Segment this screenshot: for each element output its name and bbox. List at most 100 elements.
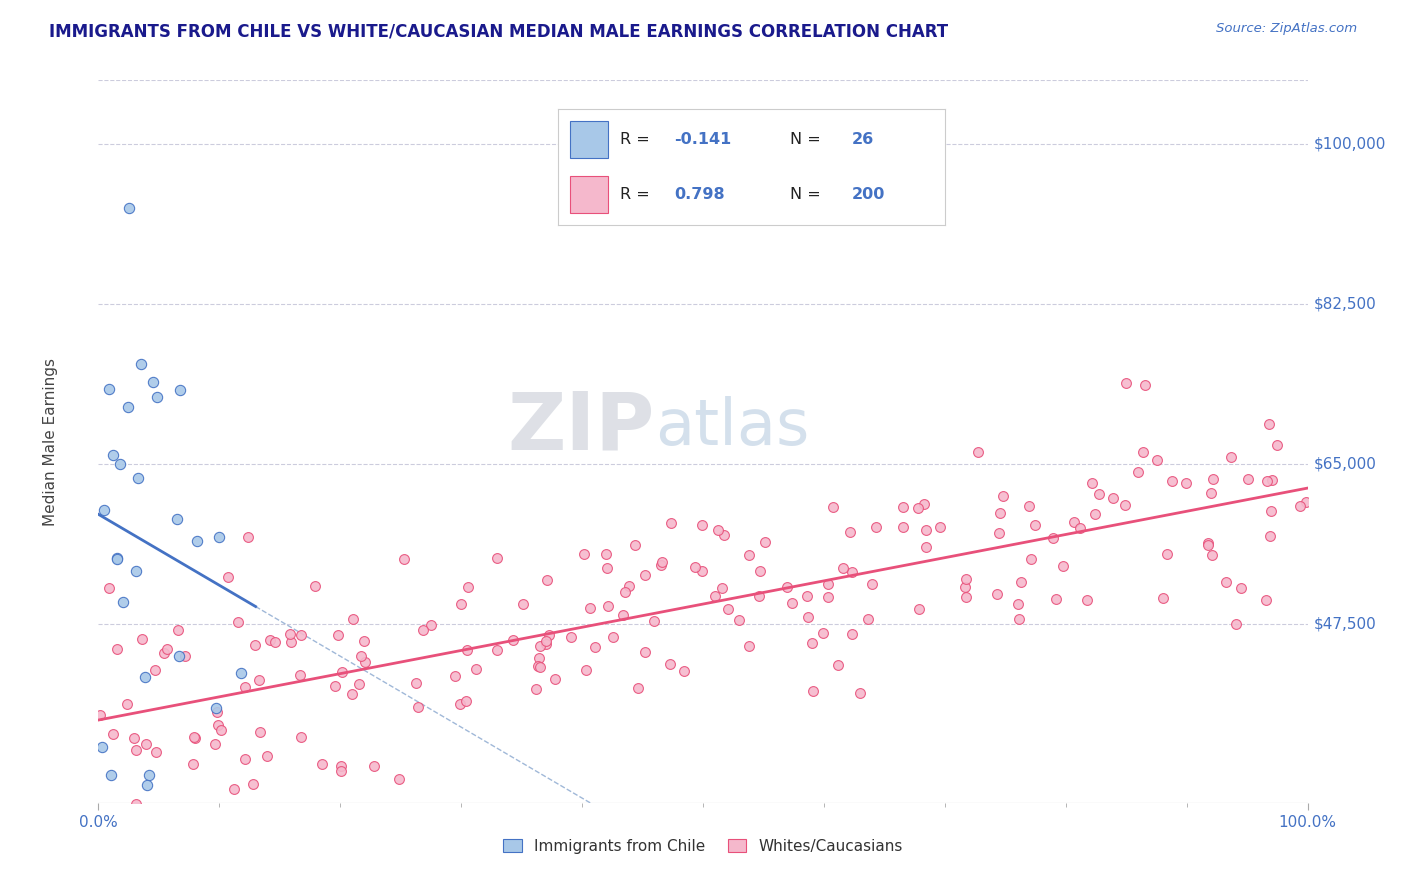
Point bbox=[1202, 472, 1225, 486]
Point bbox=[955, 573, 977, 587]
Point bbox=[967, 445, 990, 459]
Point bbox=[350, 649, 373, 664]
Point bbox=[444, 669, 467, 683]
Point bbox=[1076, 593, 1098, 607]
Point bbox=[1289, 499, 1312, 513]
Text: $82,500: $82,500 bbox=[1313, 297, 1376, 312]
Point bbox=[624, 538, 647, 552]
Point bbox=[98, 581, 121, 595]
Point bbox=[738, 548, 761, 562]
Point bbox=[127, 471, 149, 485]
Point bbox=[222, 781, 245, 796]
Point bbox=[486, 643, 509, 657]
Point bbox=[634, 645, 657, 659]
Point bbox=[1258, 417, 1281, 432]
Point bbox=[486, 551, 509, 566]
Point bbox=[1201, 548, 1223, 562]
Point bbox=[1197, 538, 1219, 552]
Point bbox=[1042, 531, 1064, 545]
Point bbox=[1199, 485, 1222, 500]
Point bbox=[1197, 535, 1219, 549]
Point bbox=[1008, 612, 1031, 626]
Point bbox=[354, 656, 377, 670]
Point bbox=[748, 589, 770, 603]
Point bbox=[583, 640, 606, 654]
Point bbox=[1045, 592, 1067, 607]
Point bbox=[831, 561, 853, 575]
Point bbox=[578, 601, 600, 615]
Text: IMMIGRANTS FROM CHILE VS WHITE/CAUCASIAN MEDIAN MALE EARNINGS CORRELATION CHART: IMMIGRANTS FROM CHILE VS WHITE/CAUCASIAN… bbox=[49, 22, 948, 40]
Point bbox=[1128, 465, 1150, 479]
Point bbox=[129, 357, 152, 371]
Point bbox=[156, 641, 179, 656]
Point bbox=[1115, 376, 1137, 391]
Point bbox=[174, 648, 197, 663]
Text: ZIP: ZIP bbox=[508, 388, 655, 467]
Point bbox=[125, 797, 148, 811]
Point bbox=[1135, 378, 1157, 392]
Point bbox=[280, 634, 302, 648]
Point bbox=[692, 518, 714, 533]
Text: $65,000: $65,000 bbox=[1313, 457, 1376, 472]
Point bbox=[323, 679, 346, 693]
Point bbox=[388, 772, 411, 787]
Point bbox=[1063, 515, 1085, 529]
Point bbox=[420, 618, 443, 632]
Point bbox=[105, 642, 128, 657]
Point bbox=[457, 580, 479, 594]
Point bbox=[342, 688, 364, 702]
Point bbox=[634, 568, 657, 582]
Point bbox=[247, 673, 270, 688]
Point bbox=[627, 681, 650, 696]
Point bbox=[412, 623, 434, 637]
Point bbox=[456, 643, 478, 657]
Point bbox=[613, 584, 636, 599]
Point bbox=[1101, 491, 1123, 505]
Point bbox=[117, 401, 139, 415]
Point bbox=[464, 662, 486, 676]
Point bbox=[101, 448, 124, 462]
Point bbox=[690, 564, 713, 578]
Point bbox=[207, 718, 229, 732]
Point bbox=[572, 547, 595, 561]
Point bbox=[1256, 474, 1278, 488]
Point bbox=[703, 589, 725, 603]
Point bbox=[993, 489, 1015, 503]
Point bbox=[167, 648, 190, 663]
Point bbox=[955, 590, 977, 604]
Point bbox=[1069, 521, 1091, 535]
Point bbox=[98, 382, 121, 396]
Point bbox=[91, 740, 114, 755]
Point bbox=[1081, 476, 1104, 491]
Point bbox=[683, 560, 706, 574]
Point bbox=[259, 632, 281, 647]
Point bbox=[1219, 450, 1241, 465]
Point bbox=[713, 528, 735, 542]
Point bbox=[707, 524, 730, 538]
Point bbox=[181, 756, 204, 771]
Point bbox=[138, 768, 160, 782]
Point bbox=[290, 628, 312, 642]
Point bbox=[526, 658, 548, 673]
Point bbox=[596, 561, 619, 575]
Point bbox=[118, 202, 141, 216]
Point bbox=[290, 668, 312, 682]
Point bbox=[823, 500, 845, 514]
Point bbox=[153, 646, 176, 660]
Point bbox=[893, 500, 915, 515]
Point bbox=[1024, 518, 1046, 533]
Point bbox=[242, 777, 264, 791]
Point bbox=[650, 558, 672, 572]
Point bbox=[538, 628, 561, 642]
Point bbox=[544, 672, 567, 686]
Point bbox=[89, 708, 111, 723]
Point bbox=[907, 602, 929, 616]
Point bbox=[124, 743, 146, 757]
Point bbox=[449, 698, 471, 712]
Point bbox=[105, 551, 128, 566]
Point bbox=[186, 534, 208, 549]
Point bbox=[167, 624, 190, 638]
Point bbox=[1007, 597, 1029, 611]
Point bbox=[502, 632, 524, 647]
Point bbox=[1237, 472, 1260, 486]
